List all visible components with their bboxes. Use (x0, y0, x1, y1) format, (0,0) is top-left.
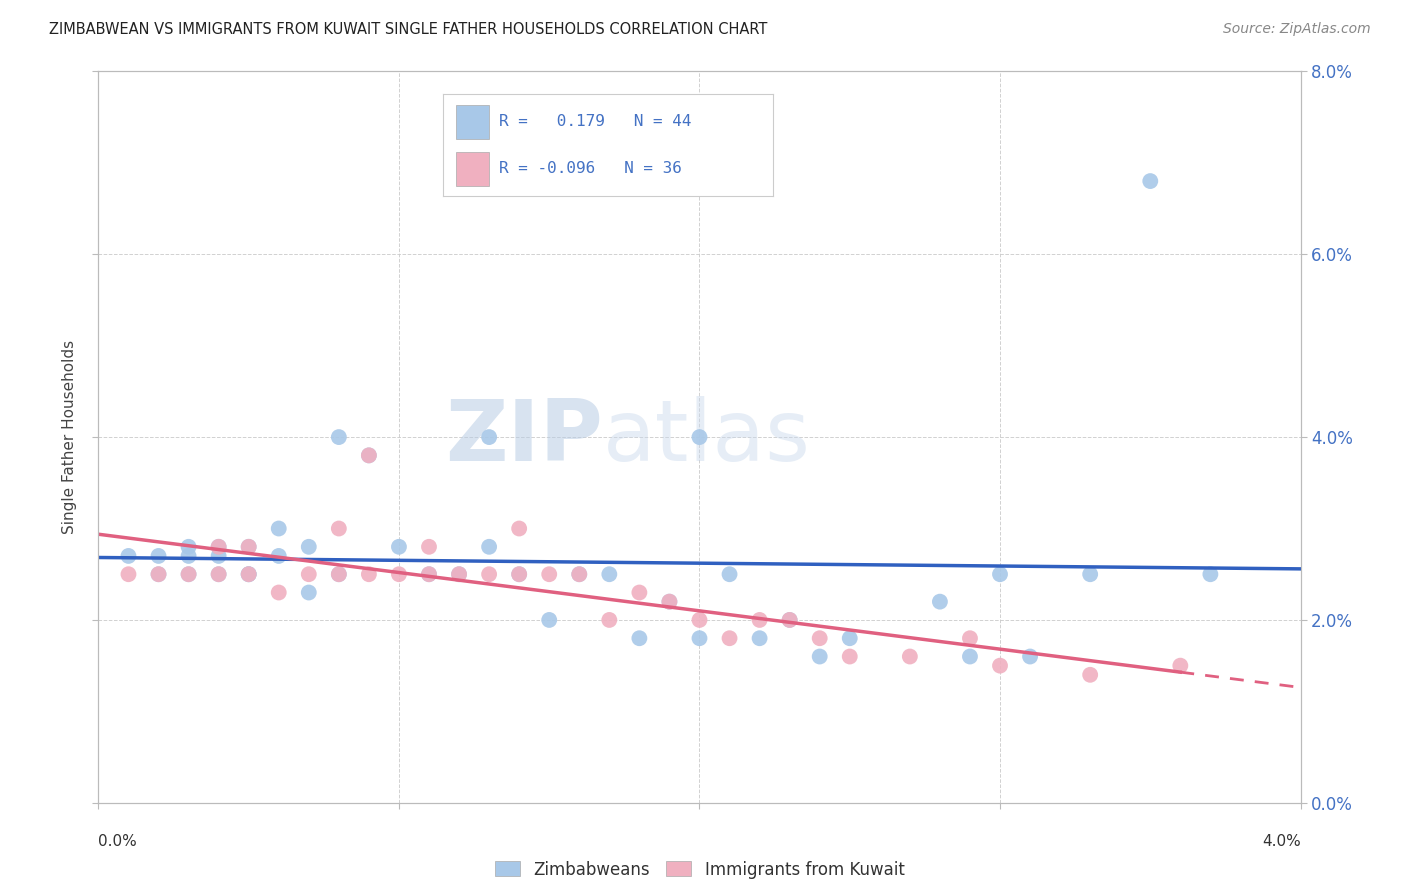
Point (328, 567, 350, 582)
Point (1199, 567, 1222, 582)
Point (298, 585, 321, 599)
Point (658, 594, 681, 608)
Text: ZIP: ZIP (446, 395, 603, 479)
Point (689, 632, 711, 646)
Point (628, 585, 651, 599)
Point (238, 540, 260, 554)
Text: Source: ZipAtlas.com: Source: ZipAtlas.com (1223, 22, 1371, 37)
Point (478, 540, 501, 554)
Point (357, 567, 380, 582)
Point (718, 567, 741, 582)
Point (208, 567, 231, 582)
Point (208, 549, 231, 563)
Point (447, 567, 470, 582)
Point (267, 521, 290, 535)
Point (148, 567, 170, 582)
Point (959, 649, 981, 664)
Point (328, 521, 350, 535)
Point (238, 567, 260, 582)
Point (568, 567, 591, 582)
Point (838, 649, 860, 664)
Point (988, 567, 1011, 582)
Point (447, 567, 470, 582)
FancyBboxPatch shape (456, 153, 489, 186)
Point (177, 540, 200, 554)
Point (298, 567, 321, 582)
Point (267, 585, 290, 599)
Point (628, 632, 651, 646)
Point (388, 540, 411, 554)
Point (598, 567, 620, 582)
Point (538, 567, 561, 582)
Text: 4.0%: 4.0% (1261, 834, 1301, 849)
Point (357, 449, 380, 463)
Point (689, 430, 711, 444)
Point (718, 632, 741, 646)
Point (208, 540, 231, 554)
Point (148, 567, 170, 582)
Point (508, 521, 530, 535)
Legend: Zimbabweans, Immigrants from Kuwait: Zimbabweans, Immigrants from Kuwait (495, 861, 904, 879)
Point (238, 540, 260, 554)
Point (508, 567, 530, 582)
Point (177, 549, 200, 563)
Point (148, 549, 170, 563)
Point (598, 613, 620, 627)
Text: atlas: atlas (603, 395, 811, 479)
Point (328, 430, 350, 444)
Point (838, 632, 860, 646)
Text: R =   0.179   N = 44: R = 0.179 N = 44 (499, 114, 692, 128)
Point (1078, 567, 1101, 582)
Point (267, 549, 290, 563)
Point (478, 430, 501, 444)
Point (508, 567, 530, 582)
Point (328, 567, 350, 582)
Point (1078, 667, 1101, 681)
Point (1139, 174, 1161, 188)
Point (748, 632, 770, 646)
Point (117, 567, 139, 582)
Point (298, 540, 321, 554)
Point (959, 632, 981, 646)
Point (418, 540, 440, 554)
Point (898, 649, 921, 664)
Point (988, 658, 1011, 673)
Point (808, 632, 831, 646)
Point (177, 567, 200, 582)
Point (808, 649, 831, 664)
Point (238, 567, 260, 582)
Point (928, 594, 950, 608)
Point (658, 594, 681, 608)
Point (208, 567, 231, 582)
Point (117, 549, 139, 563)
Point (418, 567, 440, 582)
Point (748, 613, 770, 627)
Text: R = -0.096   N = 36: R = -0.096 N = 36 (499, 161, 682, 176)
Point (388, 567, 411, 582)
Point (357, 449, 380, 463)
FancyBboxPatch shape (456, 105, 489, 139)
Text: ZIMBABWEAN VS IMMIGRANTS FROM KUWAIT SINGLE FATHER HOUSEHOLDS CORRELATION CHART: ZIMBABWEAN VS IMMIGRANTS FROM KUWAIT SIN… (49, 22, 768, 37)
Text: 0.0%: 0.0% (98, 834, 138, 849)
Point (1168, 658, 1191, 673)
Point (208, 540, 231, 554)
Point (689, 613, 711, 627)
Point (418, 567, 440, 582)
Point (238, 567, 260, 582)
Point (538, 613, 561, 627)
Point (568, 567, 591, 582)
Point (779, 613, 801, 627)
Point (177, 567, 200, 582)
Y-axis label: Single Father Households: Single Father Households (62, 340, 77, 534)
Point (478, 567, 501, 582)
Point (779, 613, 801, 627)
Point (1019, 649, 1042, 664)
